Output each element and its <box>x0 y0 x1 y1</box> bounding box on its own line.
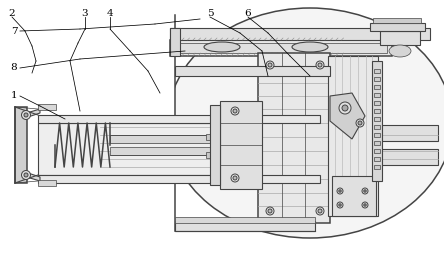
Circle shape <box>231 107 239 115</box>
Bar <box>374 93 380 97</box>
Text: 1: 1 <box>11 92 17 101</box>
Circle shape <box>231 174 239 182</box>
Bar <box>374 125 380 129</box>
Bar <box>374 157 380 161</box>
Bar <box>374 101 380 105</box>
Bar <box>372 61 382 181</box>
Ellipse shape <box>389 45 411 57</box>
Circle shape <box>342 105 348 111</box>
Bar <box>170 28 180 56</box>
Bar <box>258 53 330 223</box>
Bar <box>374 149 380 153</box>
Bar <box>210 105 220 185</box>
Text: 7: 7 <box>11 27 17 36</box>
Polygon shape <box>20 109 40 119</box>
Circle shape <box>362 188 368 194</box>
Text: 4: 4 <box>107 8 113 18</box>
Bar <box>374 109 380 113</box>
Bar <box>374 165 380 169</box>
Bar <box>170 28 430 40</box>
Circle shape <box>266 207 274 215</box>
Circle shape <box>339 102 351 114</box>
Circle shape <box>337 202 343 208</box>
Bar <box>374 85 380 89</box>
Circle shape <box>337 188 343 194</box>
Text: 5: 5 <box>207 8 213 18</box>
Bar <box>374 77 380 81</box>
Bar <box>175 66 330 76</box>
Circle shape <box>268 63 272 67</box>
Bar <box>175 221 315 231</box>
Bar <box>328 56 378 216</box>
Bar <box>206 152 213 158</box>
Circle shape <box>364 204 366 206</box>
Bar <box>374 141 380 145</box>
Circle shape <box>266 61 274 69</box>
Text: 6: 6 <box>245 8 251 18</box>
Bar <box>38 104 56 110</box>
Circle shape <box>21 170 31 179</box>
Bar <box>380 125 438 141</box>
Circle shape <box>316 61 324 69</box>
Circle shape <box>364 190 366 192</box>
Bar <box>38 175 320 183</box>
Text: 2: 2 <box>9 8 15 18</box>
Bar <box>110 147 213 155</box>
Bar <box>374 133 380 137</box>
Circle shape <box>268 209 272 213</box>
Circle shape <box>24 173 28 177</box>
Circle shape <box>233 109 237 113</box>
Bar <box>380 31 420 45</box>
Bar <box>380 149 438 165</box>
Text: 8: 8 <box>11 63 17 73</box>
Circle shape <box>316 207 324 215</box>
Circle shape <box>356 119 364 127</box>
Polygon shape <box>20 171 40 181</box>
Circle shape <box>233 176 237 180</box>
Circle shape <box>318 209 322 213</box>
Bar <box>38 180 56 186</box>
Bar <box>220 101 262 189</box>
Circle shape <box>339 190 341 192</box>
Bar <box>374 117 380 121</box>
Bar <box>175 217 315 223</box>
Ellipse shape <box>204 42 240 52</box>
Bar <box>38 115 320 123</box>
Ellipse shape <box>167 8 444 238</box>
Bar <box>373 18 421 23</box>
Bar <box>370 23 425 31</box>
Bar <box>15 107 27 183</box>
Bar <box>175 43 387 53</box>
Circle shape <box>24 113 28 117</box>
Bar <box>170 40 392 56</box>
Bar <box>206 134 213 140</box>
Bar <box>332 176 376 216</box>
Bar <box>38 123 213 175</box>
Circle shape <box>358 121 362 125</box>
Circle shape <box>21 111 31 120</box>
Text: 3: 3 <box>82 8 88 18</box>
Ellipse shape <box>292 42 328 52</box>
Bar <box>0 0 175 271</box>
Circle shape <box>339 204 341 206</box>
Bar <box>110 135 213 143</box>
Circle shape <box>318 63 322 67</box>
Polygon shape <box>330 93 365 139</box>
Bar <box>374 69 380 73</box>
Circle shape <box>362 202 368 208</box>
